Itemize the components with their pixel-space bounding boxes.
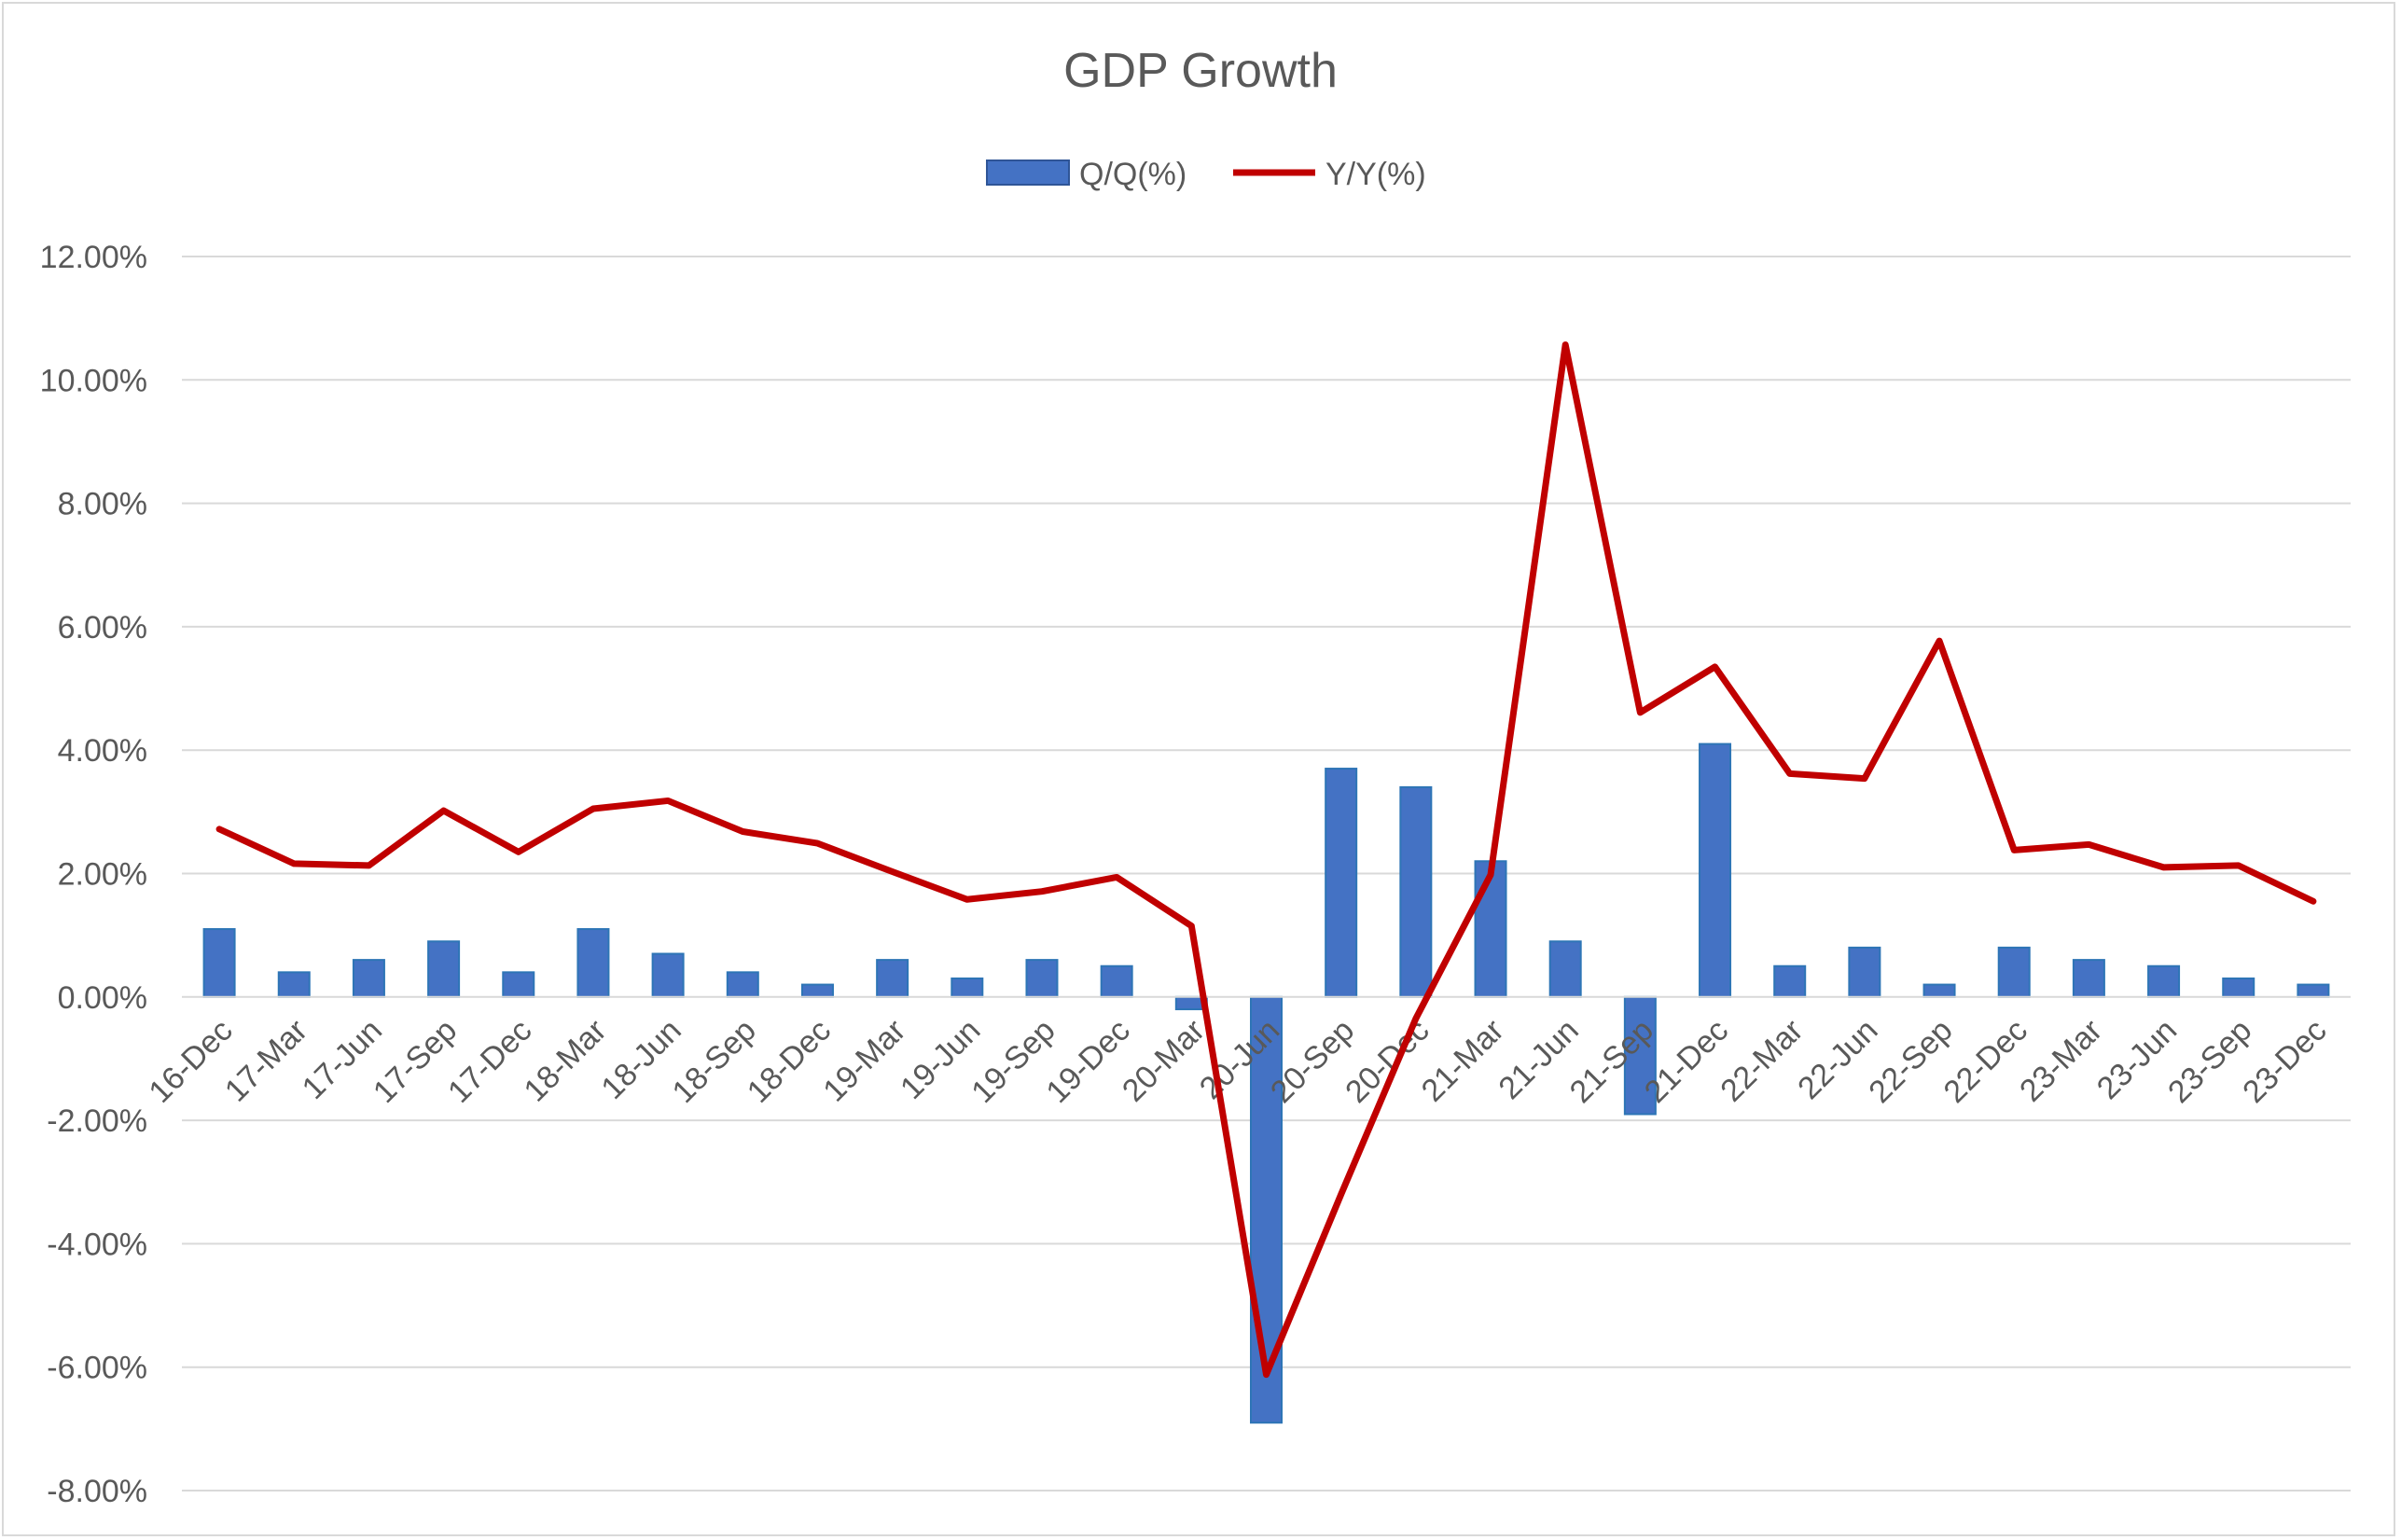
y-tick-label: 4.00%	[58, 733, 147, 769]
bar-qq-22-Sep	[1922, 983, 1956, 998]
bar-qq-22-Mar	[1773, 964, 1807, 998]
bar-qq-22-Dec	[1997, 946, 2031, 998]
bar-qq-23-Dec	[2297, 983, 2330, 998]
bar-qq-19-Dec	[1100, 964, 1133, 998]
x-tick-label: 17-Sep	[367, 1013, 464, 1110]
y-tick-label: 8.00%	[58, 487, 147, 522]
bar-qq-21-Dec	[1699, 742, 1732, 998]
bar-qq-18-Mar	[576, 928, 610, 998]
bar-qq-22-Jun	[1848, 946, 1881, 998]
y-tick-label: 6.00%	[58, 610, 147, 645]
bar-qq-23-Mar	[2072, 959, 2105, 998]
x-tick-label: 18-Mar	[518, 1013, 614, 1109]
bar-qq-18-Sep	[726, 971, 759, 998]
x-tick-label: 23-Sep	[2161, 1013, 2258, 1110]
x-tick-label: 21-Mar	[1415, 1013, 1511, 1109]
x-axis-ticks: 16-Dec17-Mar17-Jun17-Sep17-Dec18-Mar18-J…	[142, 1013, 2333, 1110]
y-tick-label: -8.00%	[47, 1474, 147, 1509]
y-tick-label: 0.00%	[58, 980, 147, 1016]
x-tick-label: 22-Sep	[1862, 1013, 1959, 1110]
y-tick-label: -6.00%	[47, 1351, 147, 1386]
x-tick-label: 20-Dec	[1339, 1013, 1436, 1110]
bar-qq-16-Dec	[202, 928, 236, 998]
x-tick-label: 23-Dec	[2236, 1013, 2333, 1110]
x-tick-label: 18-Sep	[666, 1013, 763, 1110]
x-tick-label: 17-Dec	[441, 1013, 538, 1110]
bar-qq-23-Sep	[2222, 977, 2255, 998]
bar-qq-21-Sep	[1623, 995, 1657, 1116]
bar-qq-17-Sep	[427, 940, 461, 998]
bar-qq-19-Sep	[1025, 959, 1059, 998]
chart-title: GDP Growth	[1063, 44, 1338, 98]
legend-swatch-qq	[986, 160, 1070, 186]
bar-qq-21-Jun	[1548, 940, 1582, 998]
x-tick-label: 16-Dec	[142, 1013, 239, 1110]
x-tick-label: 19-Sep	[965, 1013, 1062, 1110]
x-tick-label: 19-Dec	[1039, 1013, 1136, 1110]
yy-line	[215, 341, 2317, 1379]
legend-label-qq: Q/Q(%)	[1079, 157, 1187, 192]
y-axis-ticks: 12.00% 10.00% 8.00% 6.00% 4.00% 2.00% 0.00% -2.…	[40, 240, 147, 1509]
bar-qq-17-Mar	[277, 971, 311, 998]
y-tick-label: 2.00%	[58, 857, 147, 893]
bar-qq-18-Jun	[651, 952, 685, 998]
legend-label-yy: Y/Y(%)	[1325, 157, 1426, 192]
y-tick-label: -4.00%	[47, 1227, 147, 1262]
x-tick-label: 22-Dec	[1937, 1013, 2034, 1110]
x-tick-label: 22-Mar	[1714, 1013, 1810, 1109]
x-tick-label: 18-Dec	[741, 1013, 838, 1110]
qq-bars	[202, 742, 2330, 1424]
y-tick-label: 12.00%	[40, 240, 147, 275]
x-tick-label: 20-Mar	[1116, 1013, 1212, 1109]
bar-qq-17-Dec	[502, 971, 535, 998]
bar-qq-20-Sep	[1325, 768, 1358, 998]
bar-qq-23-Jun	[2147, 964, 2181, 998]
legend: Q/Q(%) Y/Y(%)	[986, 157, 1426, 192]
x-tick-label: 19-Mar	[816, 1013, 912, 1109]
y-tick-label: 10.00%	[40, 363, 147, 398]
bar-qq-19-Mar	[876, 959, 909, 998]
x-tick-label: 23-Mar	[2013, 1013, 2109, 1109]
bar-qq-18-Dec	[800, 983, 834, 998]
x-tick-label: 17-Mar	[218, 1013, 314, 1109]
bar-qq-17-Jun	[352, 959, 385, 998]
bar-qq-19-Jun	[951, 977, 984, 998]
bar-qq-20-Dec	[1399, 785, 1433, 998]
y-tick-label: -2.00%	[47, 1103, 147, 1139]
